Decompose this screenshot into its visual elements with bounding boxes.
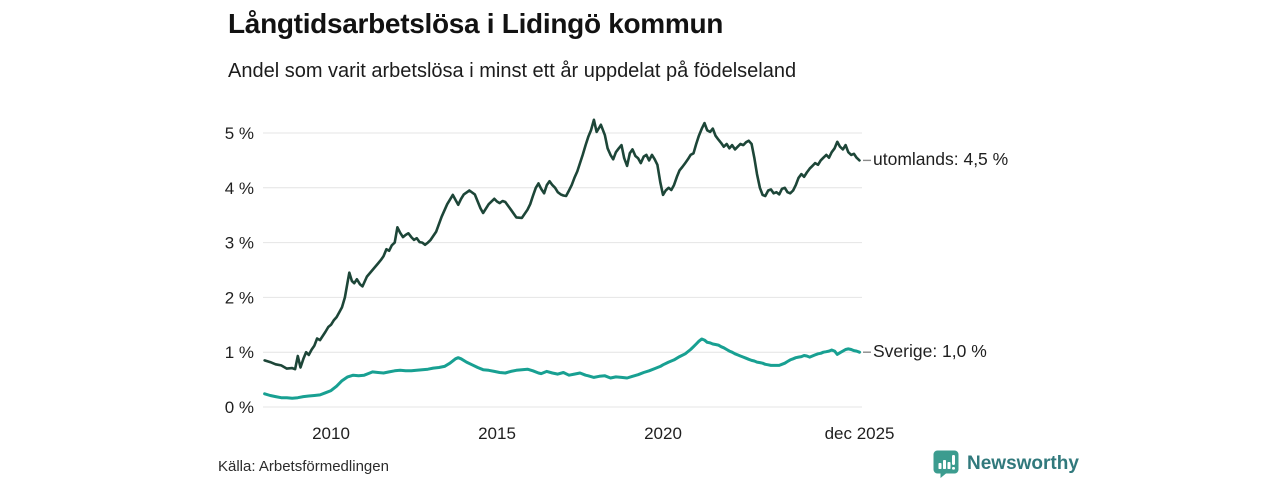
x-tick-label: dec 2025 [825,424,895,443]
y-tick-label: 0 % [225,398,254,417]
series-line-Sverige [263,337,861,400]
y-tick-label: 3 % [225,234,254,253]
x-tick-label: 2020 [644,424,682,443]
y-tick-label: 5 % [225,124,254,143]
y-tick-label: 4 % [225,179,254,198]
series-line-utomlands [263,118,861,371]
chart-subtitle: Andel som varit arbetslösa i minst ett å… [228,60,797,82]
brand-name: Newsworthy [967,453,1079,474]
x-tick-label: 2010 [312,424,350,443]
newsworthy-logo-icon [933,450,959,478]
page-title: Långtidsarbetslösa i Lidingö kommun [228,8,724,39]
y-tick-label: 1 % [225,343,254,362]
series-label-sverige: Sverige: 1,0 % [873,341,987,362]
x-tick-label: 2015 [478,424,516,443]
source-note: Källa: Arbetsförmedlingen [218,458,389,475]
brand-lockup: Newsworthy [933,450,1079,478]
y-tick-label: 2 % [225,288,254,307]
series-label-utomlands: utomlands: 4,5 % [873,149,1009,170]
